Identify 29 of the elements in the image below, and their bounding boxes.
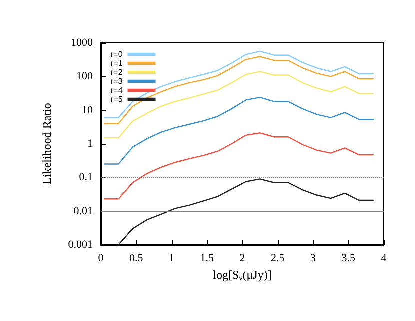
x-tick-label: 3.5	[342, 252, 356, 264]
line-series	[104, 96, 374, 165]
x-tick-label: 0	[98, 252, 104, 264]
y-axis-title: Likelihood Ratio	[40, 103, 54, 185]
line-series	[104, 50, 374, 118]
legend-label: r=3	[110, 77, 124, 86]
legend-label: r=1	[110, 59, 124, 68]
y-tick-label: 100	[76, 70, 94, 83]
line-series	[118, 178, 374, 246]
legend-label: r=2	[110, 68, 124, 77]
x-tick-label: 1.5	[200, 252, 214, 264]
legend-label: r=0	[110, 50, 124, 59]
y-tick-label: 1000	[71, 37, 94, 49]
x-tick-label: 0.5	[130, 252, 144, 264]
y-tick-label: 10	[82, 104, 94, 116]
y-tick-label: 1	[88, 138, 93, 150]
legend-label: r=5	[110, 95, 124, 104]
line-series	[104, 56, 374, 124]
x-tick-label: 2	[240, 252, 246, 264]
x-tick-label: 2.5	[271, 252, 286, 264]
y-tick-label: 0.1	[79, 172, 93, 184]
legend-label: r=4	[110, 86, 124, 95]
y-tick-label: 0.01	[74, 205, 93, 218]
line-series	[104, 71, 374, 139]
line-series	[104, 132, 374, 200]
x-tick-label: 3	[310, 252, 316, 264]
y-tick-label: 0.001	[68, 239, 93, 251]
x-tick-label: 1	[169, 252, 174, 264]
x-tick-label: 4	[381, 252, 388, 264]
